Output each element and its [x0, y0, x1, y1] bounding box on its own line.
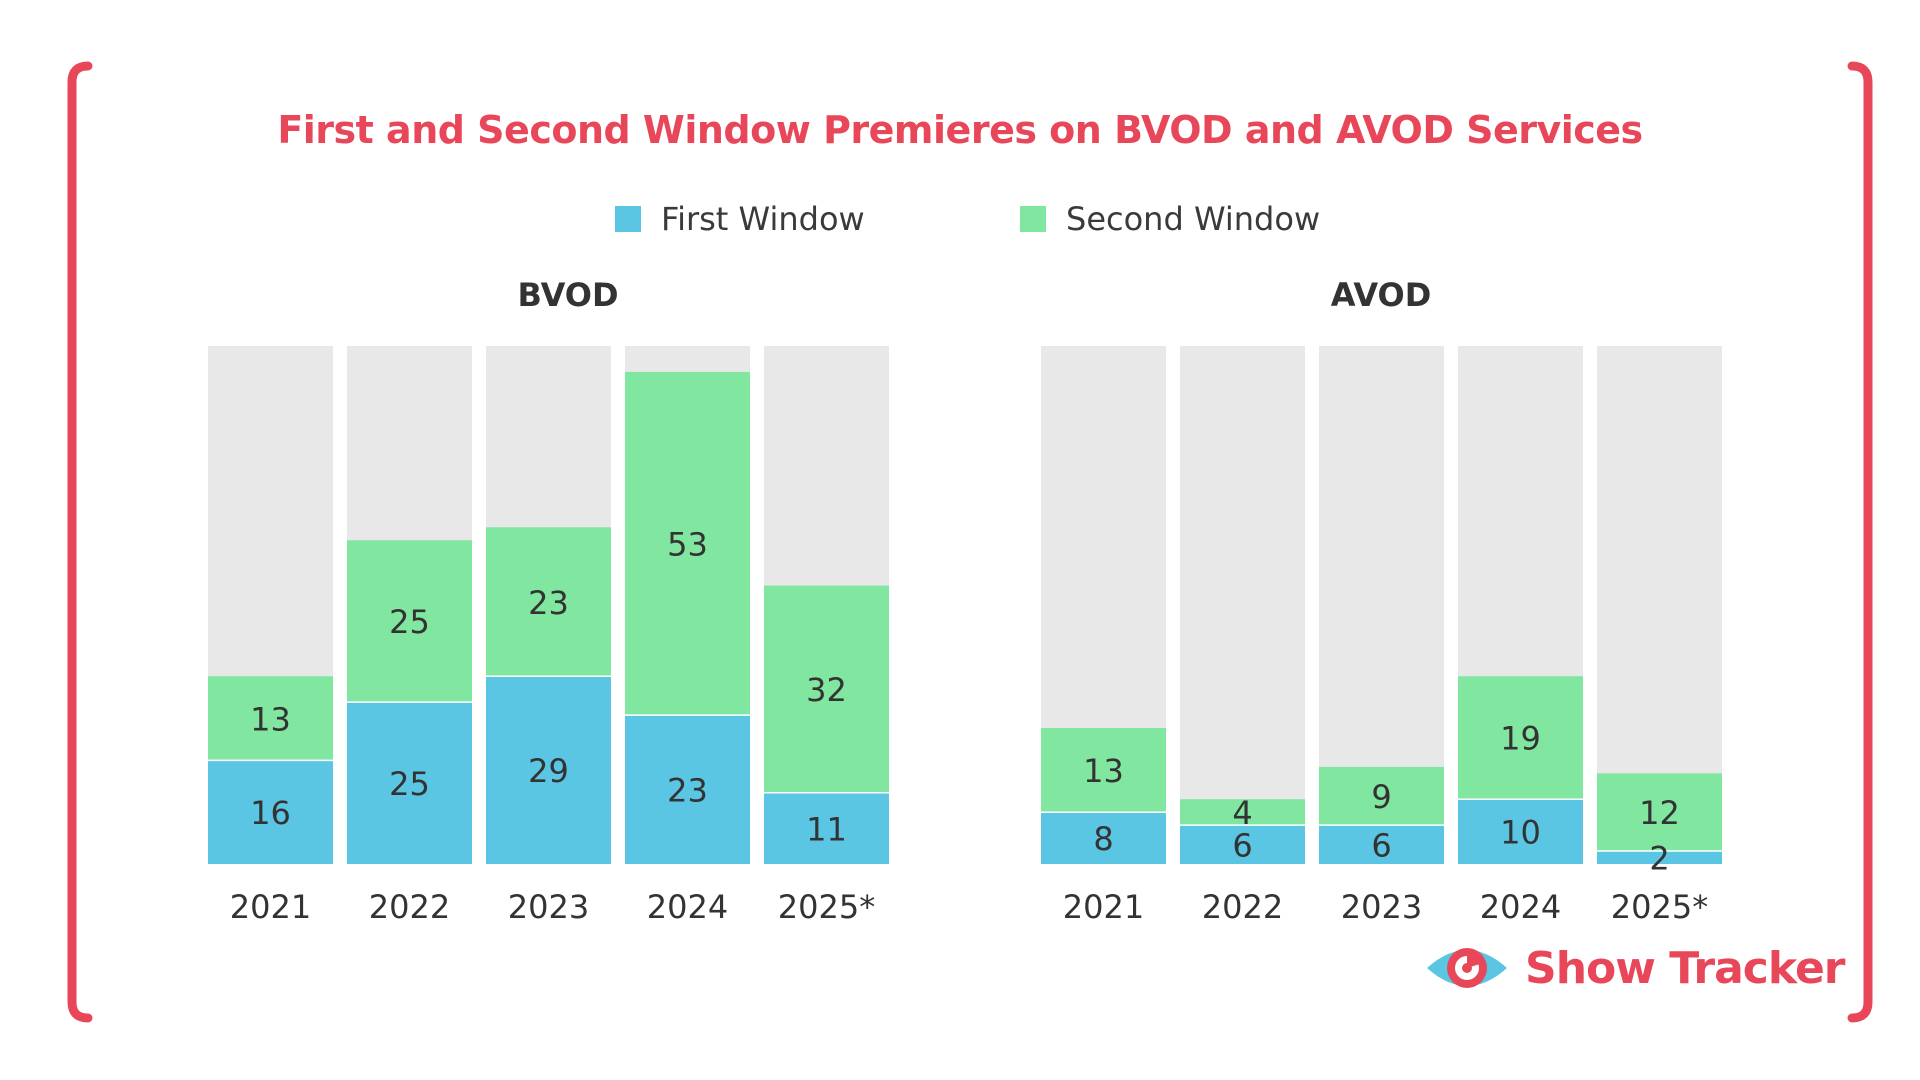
avod-label-first-4: 2	[1649, 840, 1669, 878]
bvod-category-label-0: 2021	[230, 888, 311, 926]
bvod-category-label-1: 2022	[369, 888, 450, 926]
bvod-label-first-3: 23	[667, 772, 708, 810]
legend-swatch-second	[1020, 206, 1046, 232]
avod-bar-second-0	[1041, 728, 1166, 813]
avod-label-first-0: 8	[1093, 820, 1113, 858]
avod-bar-second-2	[1319, 766, 1444, 826]
legend-label-second: Second Window	[1066, 200, 1321, 238]
avod-label-first-2: 6	[1371, 827, 1391, 865]
bvod-label-second-1: 25	[389, 603, 430, 641]
bvod-label-first-1: 25	[389, 765, 430, 803]
avod-category-label-1: 2022	[1202, 888, 1283, 926]
avod-bar-first-0	[1041, 812, 1166, 864]
bvod-label-first-0: 16	[250, 794, 291, 832]
legend-label-first: First Window	[661, 200, 865, 238]
bvod-bar-first-2	[486, 676, 611, 864]
legend-item-first-window: First Window	[615, 200, 865, 238]
left-bracket	[67, 61, 93, 1023]
legend-swatch-first	[615, 206, 641, 232]
bvod-panel-title: BVOD	[517, 276, 618, 314]
avod-category-label-2: 2023	[1341, 888, 1422, 926]
bvod-label-second-0: 13	[250, 700, 291, 738]
bvod-label-first-4: 11	[806, 810, 847, 848]
legend-item-second-window: Second Window	[1020, 200, 1320, 238]
avod-bar-first-1	[1180, 825, 1305, 864]
bvod-bar-second-1	[347, 540, 472, 703]
bvod-bar-first-0	[208, 760, 333, 864]
avod-label-second-0: 13	[1083, 752, 1124, 790]
bvod-bar-second-3	[625, 371, 750, 716]
avod-category-label-4: 2025*	[1611, 888, 1708, 926]
bvod-category-label-3: 2024	[647, 888, 728, 926]
legend: First Window Second Window	[0, 200, 1920, 240]
right-bracket	[1847, 61, 1873, 1023]
avod-label-first-3: 10	[1500, 814, 1541, 852]
bvod-bar-second-0	[208, 676, 333, 761]
bvod-category-label-4: 2025*	[778, 888, 875, 926]
avod-bar-second-3	[1458, 676, 1583, 800]
show-tracker-logo: Show Tracker	[1425, 940, 1845, 996]
logo-text: Show Tracker	[1525, 942, 1845, 994]
bvod-bar-second-4	[764, 585, 889, 793]
eye-icon	[1427, 948, 1507, 988]
avod-label-second-4: 12	[1639, 794, 1680, 832]
avod-bar-first-3	[1458, 799, 1583, 864]
avod-bar-second-1	[1180, 799, 1305, 826]
bvod-label-second-4: 32	[806, 671, 847, 709]
bvod-label-first-2: 29	[528, 752, 569, 790]
avod-bar-first-4	[1597, 851, 1722, 864]
bvod-bar-first-4	[764, 792, 889, 864]
avod-label-second-1: 4	[1232, 794, 1252, 832]
chart-title: First and Second Window Premieres on BVO…	[277, 108, 1643, 152]
bvod-bar-second-2	[486, 527, 611, 677]
avod-panel-title: AVOD	[1331, 276, 1432, 314]
bvod-label-second-3: 53	[667, 525, 708, 563]
avod-bar-first-2	[1319, 825, 1444, 864]
avod-bar-second-4	[1597, 773, 1722, 852]
bvod-bar-first-3	[625, 715, 750, 864]
avod-label-first-1: 6	[1232, 827, 1252, 865]
avod-bar-track-1	[1180, 346, 1305, 864]
avod-label-second-3: 19	[1500, 720, 1541, 758]
avod-category-label-0: 2021	[1063, 888, 1144, 926]
avod-category-label-3: 2024	[1480, 888, 1561, 926]
bvod-bar-first-1	[347, 702, 472, 864]
bvod-category-label-2: 2023	[508, 888, 589, 926]
bvod-label-second-2: 23	[528, 584, 569, 622]
avod-label-second-2: 9	[1371, 778, 1391, 816]
